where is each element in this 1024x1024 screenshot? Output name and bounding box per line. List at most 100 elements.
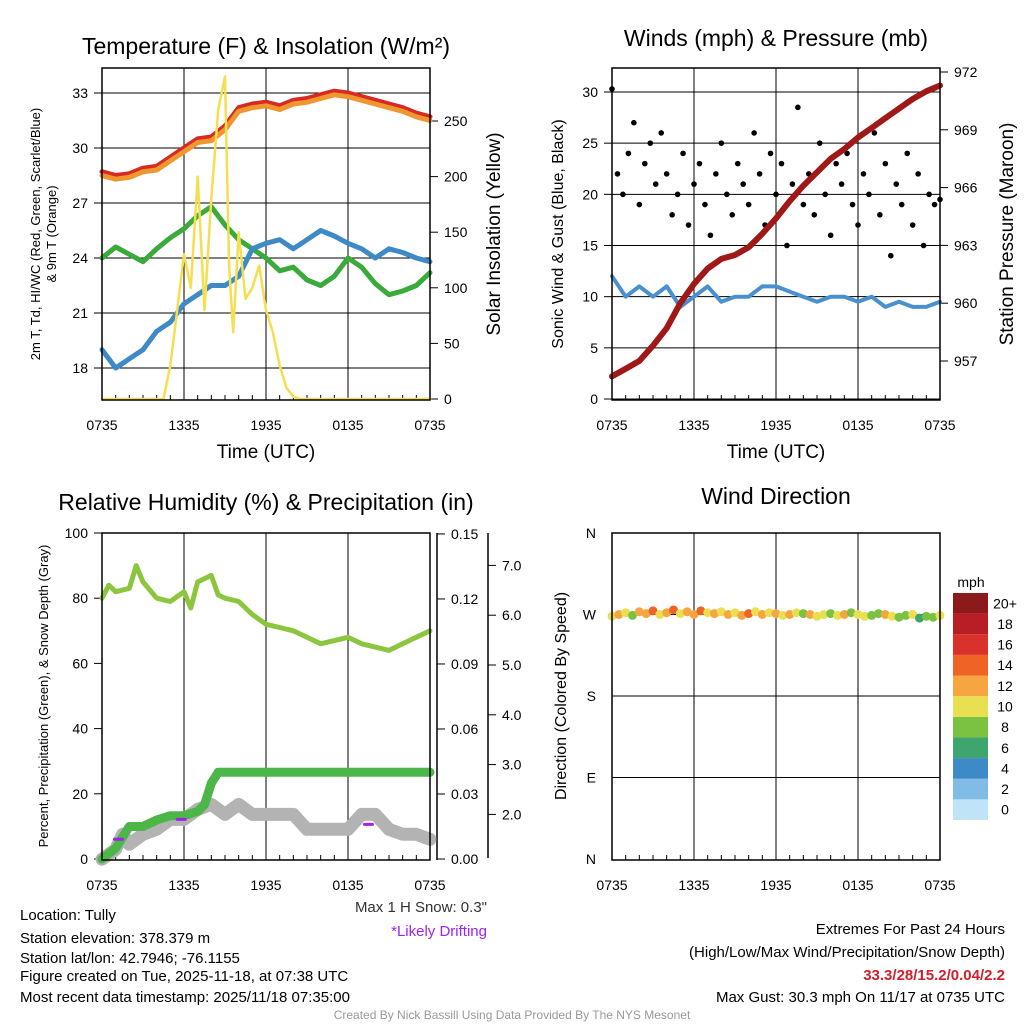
time-tick-label: 0735 bbox=[414, 877, 445, 893]
wind-direction-point bbox=[833, 610, 842, 620]
time-tick-label: 1935 bbox=[250, 877, 281, 893]
wind-direction-point bbox=[703, 608, 713, 618]
y-tick-label: 20 bbox=[582, 186, 598, 202]
gust-point bbox=[614, 171, 621, 177]
time-tick-label: 0735 bbox=[414, 417, 445, 433]
wind-direction-point bbox=[812, 611, 822, 621]
time-tick-label: 0135 bbox=[842, 877, 873, 893]
gust-point bbox=[838, 181, 845, 187]
time-tick-label: 1335 bbox=[678, 877, 709, 893]
gust-point bbox=[718, 140, 725, 146]
wind-direction-point bbox=[737, 610, 747, 620]
gust-point bbox=[893, 181, 900, 187]
gust-point bbox=[745, 201, 752, 208]
gust-point bbox=[647, 140, 654, 146]
colorbar-label: 10 bbox=[997, 699, 1013, 715]
gust-point bbox=[926, 191, 932, 198]
y-tick-label: 0.15 bbox=[451, 526, 478, 542]
y-tick-label: 960 bbox=[954, 295, 978, 311]
time-tick-label: 1335 bbox=[678, 417, 709, 433]
y-tick-label: 963 bbox=[954, 237, 978, 253]
wind-direction-point bbox=[819, 610, 829, 619]
colorbar-swatch bbox=[953, 634, 988, 655]
y-tick-label: 3.0 bbox=[502, 757, 522, 773]
wind-direction-point bbox=[928, 612, 938, 622]
wind-direction-point bbox=[744, 609, 754, 619]
insolation-line bbox=[100, 75, 432, 401]
wind-direction-point bbox=[874, 609, 883, 619]
wind-direction-point bbox=[634, 607, 644, 617]
drifting-note: *Likely Drifting bbox=[391, 923, 487, 940]
y-tick-label: 0 bbox=[80, 851, 88, 867]
y-tick-label: 2.0 bbox=[502, 806, 522, 822]
gust-point bbox=[756, 171, 763, 177]
rh-panel-title: Relative Humidity (%) & Precipitation (i… bbox=[58, 489, 473, 515]
gust-point bbox=[691, 181, 697, 187]
direction-tick-label: N bbox=[586, 525, 596, 541]
wind-direction-point bbox=[669, 605, 678, 615]
info-created: Figure created on Tue, 2025-11-18, at 07… bbox=[20, 968, 348, 985]
gust-point bbox=[909, 222, 916, 228]
colorbar-label: 20+ bbox=[993, 595, 1017, 611]
colorbar-label: 16 bbox=[997, 637, 1013, 653]
y-tick-label: 18 bbox=[72, 360, 88, 376]
y-tick-label: 969 bbox=[954, 122, 978, 138]
gust-point bbox=[778, 160, 785, 167]
wind-direction-point bbox=[641, 609, 651, 619]
gust-point bbox=[724, 191, 730, 198]
wind-direction-point bbox=[696, 606, 706, 616]
time-tick-label: 0735 bbox=[596, 877, 627, 893]
gust-point bbox=[713, 171, 719, 177]
y-tick-label: 5.0 bbox=[502, 657, 522, 673]
gust-point bbox=[784, 242, 790, 249]
wind-direction-point bbox=[798, 609, 808, 619]
gust-point bbox=[663, 171, 670, 177]
wind-direction-point bbox=[751, 607, 760, 617]
gust-point bbox=[811, 212, 818, 218]
y-tick-label: 60 bbox=[72, 655, 88, 671]
plot-frame bbox=[611, 67, 941, 401]
colorbar-swatch bbox=[953, 778, 988, 800]
wind-direction-point bbox=[805, 610, 815, 619]
y-tick-label: 33 bbox=[72, 85, 88, 101]
gust-point bbox=[877, 212, 883, 218]
gust-point bbox=[680, 150, 686, 157]
y-tick-label: 7.0 bbox=[502, 557, 522, 573]
rh-line bbox=[99, 563, 433, 653]
colorbar-label: 18 bbox=[997, 616, 1013, 632]
y-tick-label: 25 bbox=[582, 135, 598, 151]
gust-point bbox=[800, 201, 807, 208]
temp-line-hi-wc bbox=[99, 228, 433, 371]
extremes-subheading: (High/Low/Max Wind/Precipitation/Snow De… bbox=[689, 944, 1005, 961]
gust-point bbox=[888, 252, 894, 259]
temp-y-label-2: & 9m T (Orange) bbox=[44, 185, 59, 282]
y-tick-label: 957 bbox=[954, 353, 978, 369]
gust-point bbox=[696, 160, 703, 167]
y-tick-label: 100 bbox=[65, 525, 89, 541]
winddir-y-label: Direction (Colored By Speed) bbox=[553, 592, 570, 800]
y-tick-label: 27 bbox=[72, 195, 88, 211]
plot-frame bbox=[611, 532, 941, 861]
y-tick-label: 966 bbox=[954, 180, 978, 196]
gust-point bbox=[729, 212, 736, 218]
y-tick-label: 100 bbox=[444, 280, 468, 296]
colorbar-swatch bbox=[953, 799, 988, 820]
y-tick-label: 80 bbox=[72, 590, 88, 606]
wind-direction-point bbox=[860, 611, 870, 621]
time-tick-label: 1935 bbox=[250, 417, 281, 433]
plot-frame bbox=[101, 67, 431, 401]
wind-direction-point bbox=[921, 611, 931, 621]
gust-point bbox=[871, 130, 878, 136]
gust-point bbox=[652, 181, 659, 187]
gust-point bbox=[898, 201, 905, 208]
time-tick-label: 0135 bbox=[332, 877, 363, 893]
temp-x-label: Time (UTC) bbox=[217, 442, 316, 463]
y-tick-label: 0.03 bbox=[451, 786, 478, 802]
wind-direction-point bbox=[648, 606, 658, 616]
wind-direction-point bbox=[915, 613, 924, 623]
temp-line-9m-t bbox=[99, 92, 433, 182]
direction-tick-label: S bbox=[587, 688, 596, 704]
colorbar-swatch bbox=[953, 593, 988, 614]
colorbar-swatch bbox=[953, 675, 988, 697]
